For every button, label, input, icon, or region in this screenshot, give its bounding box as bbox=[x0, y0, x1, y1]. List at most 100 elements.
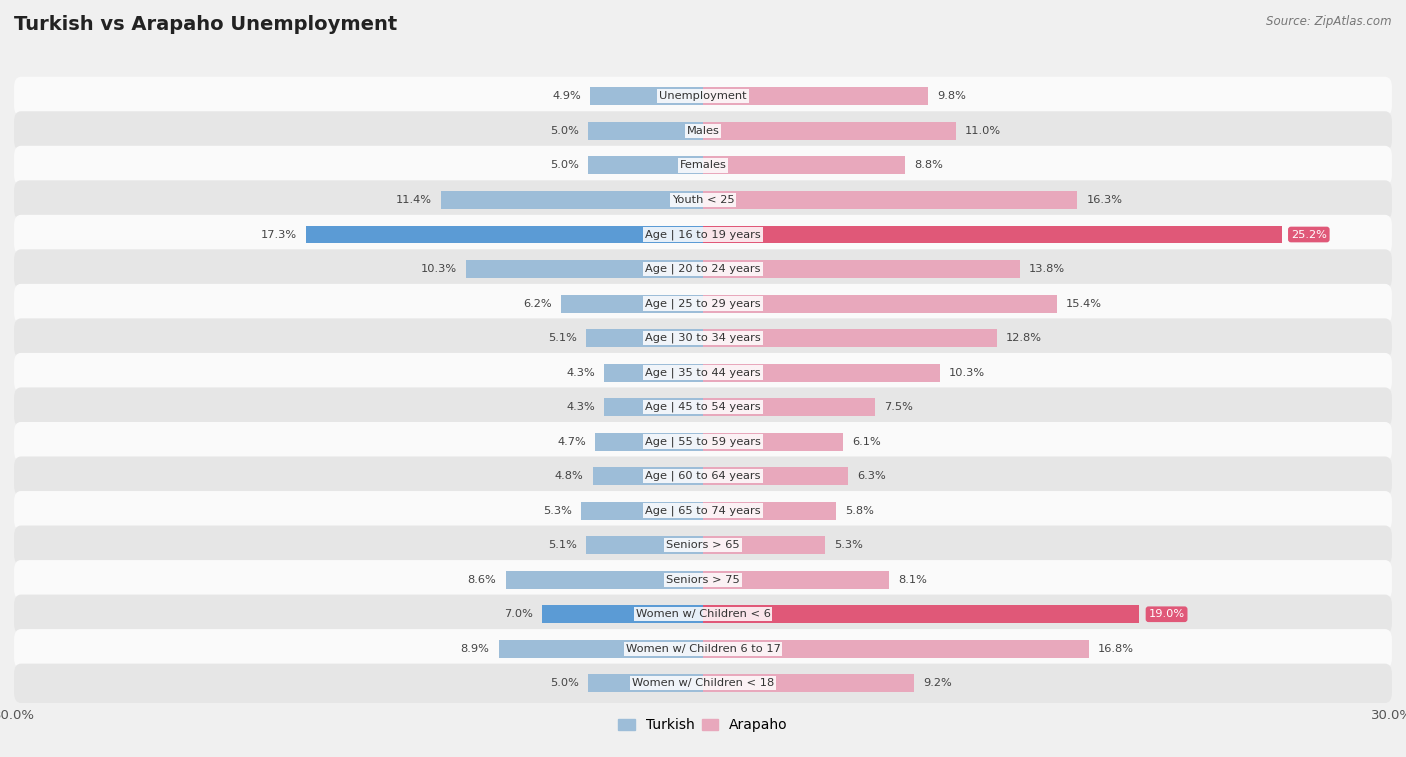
FancyBboxPatch shape bbox=[14, 215, 1392, 254]
FancyBboxPatch shape bbox=[14, 525, 1392, 565]
Text: 8.8%: 8.8% bbox=[914, 160, 943, 170]
Bar bbox=[703, 191, 1077, 209]
FancyBboxPatch shape bbox=[14, 319, 1392, 358]
Bar bbox=[703, 260, 1019, 278]
Bar bbox=[703, 433, 844, 450]
FancyBboxPatch shape bbox=[14, 388, 1392, 427]
Bar bbox=[703, 88, 928, 105]
Bar bbox=[605, 398, 703, 416]
Text: 9.2%: 9.2% bbox=[924, 678, 952, 688]
Text: 16.3%: 16.3% bbox=[1087, 195, 1122, 205]
Bar bbox=[703, 467, 848, 485]
FancyBboxPatch shape bbox=[14, 353, 1392, 392]
Text: Source: ZipAtlas.com: Source: ZipAtlas.com bbox=[1267, 15, 1392, 28]
Text: 4.7%: 4.7% bbox=[557, 437, 586, 447]
Bar bbox=[703, 294, 1057, 313]
Text: 17.3%: 17.3% bbox=[260, 229, 297, 239]
Text: 11.4%: 11.4% bbox=[396, 195, 432, 205]
Text: 4.9%: 4.9% bbox=[553, 92, 581, 101]
Bar bbox=[703, 606, 1139, 623]
FancyBboxPatch shape bbox=[14, 146, 1392, 185]
Text: 13.8%: 13.8% bbox=[1029, 264, 1066, 274]
Text: Age | 35 to 44 years: Age | 35 to 44 years bbox=[645, 367, 761, 378]
Text: Seniors > 75: Seniors > 75 bbox=[666, 575, 740, 584]
Text: 5.8%: 5.8% bbox=[845, 506, 875, 516]
FancyBboxPatch shape bbox=[14, 249, 1392, 288]
Text: Age | 25 to 29 years: Age | 25 to 29 years bbox=[645, 298, 761, 309]
FancyBboxPatch shape bbox=[14, 629, 1392, 668]
Text: Females: Females bbox=[679, 160, 727, 170]
Bar bbox=[703, 398, 875, 416]
FancyBboxPatch shape bbox=[14, 284, 1392, 323]
Text: 15.4%: 15.4% bbox=[1066, 298, 1102, 309]
Text: 19.0%: 19.0% bbox=[1149, 609, 1185, 619]
Bar bbox=[581, 502, 703, 519]
Bar bbox=[588, 122, 703, 140]
Text: Age | 60 to 64 years: Age | 60 to 64 years bbox=[645, 471, 761, 481]
FancyBboxPatch shape bbox=[14, 180, 1392, 220]
Text: 5.3%: 5.3% bbox=[834, 540, 863, 550]
Text: 5.0%: 5.0% bbox=[550, 160, 579, 170]
Text: Women w/ Children < 18: Women w/ Children < 18 bbox=[631, 678, 775, 688]
Bar bbox=[305, 226, 703, 244]
Bar bbox=[586, 329, 703, 347]
Bar bbox=[703, 571, 889, 589]
FancyBboxPatch shape bbox=[14, 422, 1392, 461]
Bar bbox=[561, 294, 703, 313]
Text: Age | 65 to 74 years: Age | 65 to 74 years bbox=[645, 506, 761, 516]
Text: 5.1%: 5.1% bbox=[548, 540, 576, 550]
Text: 11.0%: 11.0% bbox=[965, 126, 1001, 136]
Bar bbox=[703, 157, 905, 174]
Bar bbox=[543, 606, 703, 623]
Text: 4.8%: 4.8% bbox=[555, 471, 583, 481]
Text: Age | 55 to 59 years: Age | 55 to 59 years bbox=[645, 436, 761, 447]
Bar bbox=[441, 191, 703, 209]
Bar bbox=[703, 536, 825, 554]
FancyBboxPatch shape bbox=[14, 560, 1392, 600]
Text: 8.6%: 8.6% bbox=[468, 575, 496, 584]
Bar bbox=[703, 122, 956, 140]
Legend: Turkish, Arapaho: Turkish, Arapaho bbox=[613, 713, 793, 738]
Bar bbox=[506, 571, 703, 589]
Text: 7.0%: 7.0% bbox=[505, 609, 533, 619]
Text: Males: Males bbox=[686, 126, 720, 136]
FancyBboxPatch shape bbox=[14, 456, 1392, 496]
Text: Age | 16 to 19 years: Age | 16 to 19 years bbox=[645, 229, 761, 240]
Text: Turkish vs Arapaho Unemployment: Turkish vs Arapaho Unemployment bbox=[14, 15, 398, 34]
Text: 6.2%: 6.2% bbox=[523, 298, 551, 309]
Text: 6.3%: 6.3% bbox=[856, 471, 886, 481]
FancyBboxPatch shape bbox=[14, 491, 1392, 531]
Text: 8.9%: 8.9% bbox=[461, 643, 489, 654]
Bar bbox=[703, 640, 1088, 658]
Text: Seniors > 65: Seniors > 65 bbox=[666, 540, 740, 550]
FancyBboxPatch shape bbox=[14, 111, 1392, 151]
Text: Women w/ Children < 6: Women w/ Children < 6 bbox=[636, 609, 770, 619]
Text: 25.2%: 25.2% bbox=[1291, 229, 1327, 239]
Bar bbox=[703, 674, 914, 692]
FancyBboxPatch shape bbox=[14, 76, 1392, 116]
Bar bbox=[593, 467, 703, 485]
Text: Unemployment: Unemployment bbox=[659, 92, 747, 101]
Bar bbox=[591, 88, 703, 105]
Text: 5.3%: 5.3% bbox=[543, 506, 572, 516]
FancyBboxPatch shape bbox=[14, 594, 1392, 634]
Text: Women w/ Children 6 to 17: Women w/ Children 6 to 17 bbox=[626, 643, 780, 654]
Bar bbox=[703, 329, 997, 347]
Bar bbox=[703, 502, 837, 519]
Text: 8.1%: 8.1% bbox=[898, 575, 927, 584]
Bar bbox=[588, 157, 703, 174]
Text: 4.3%: 4.3% bbox=[567, 402, 595, 412]
FancyBboxPatch shape bbox=[14, 664, 1392, 703]
Text: 5.0%: 5.0% bbox=[550, 126, 579, 136]
Bar bbox=[605, 363, 703, 382]
Bar bbox=[499, 640, 703, 658]
Text: 10.3%: 10.3% bbox=[422, 264, 457, 274]
Bar bbox=[703, 363, 939, 382]
Text: 12.8%: 12.8% bbox=[1007, 333, 1042, 343]
Text: Age | 30 to 34 years: Age | 30 to 34 years bbox=[645, 333, 761, 344]
Bar bbox=[595, 433, 703, 450]
Bar bbox=[467, 260, 703, 278]
Text: Youth < 25: Youth < 25 bbox=[672, 195, 734, 205]
Bar bbox=[586, 536, 703, 554]
Bar bbox=[588, 674, 703, 692]
